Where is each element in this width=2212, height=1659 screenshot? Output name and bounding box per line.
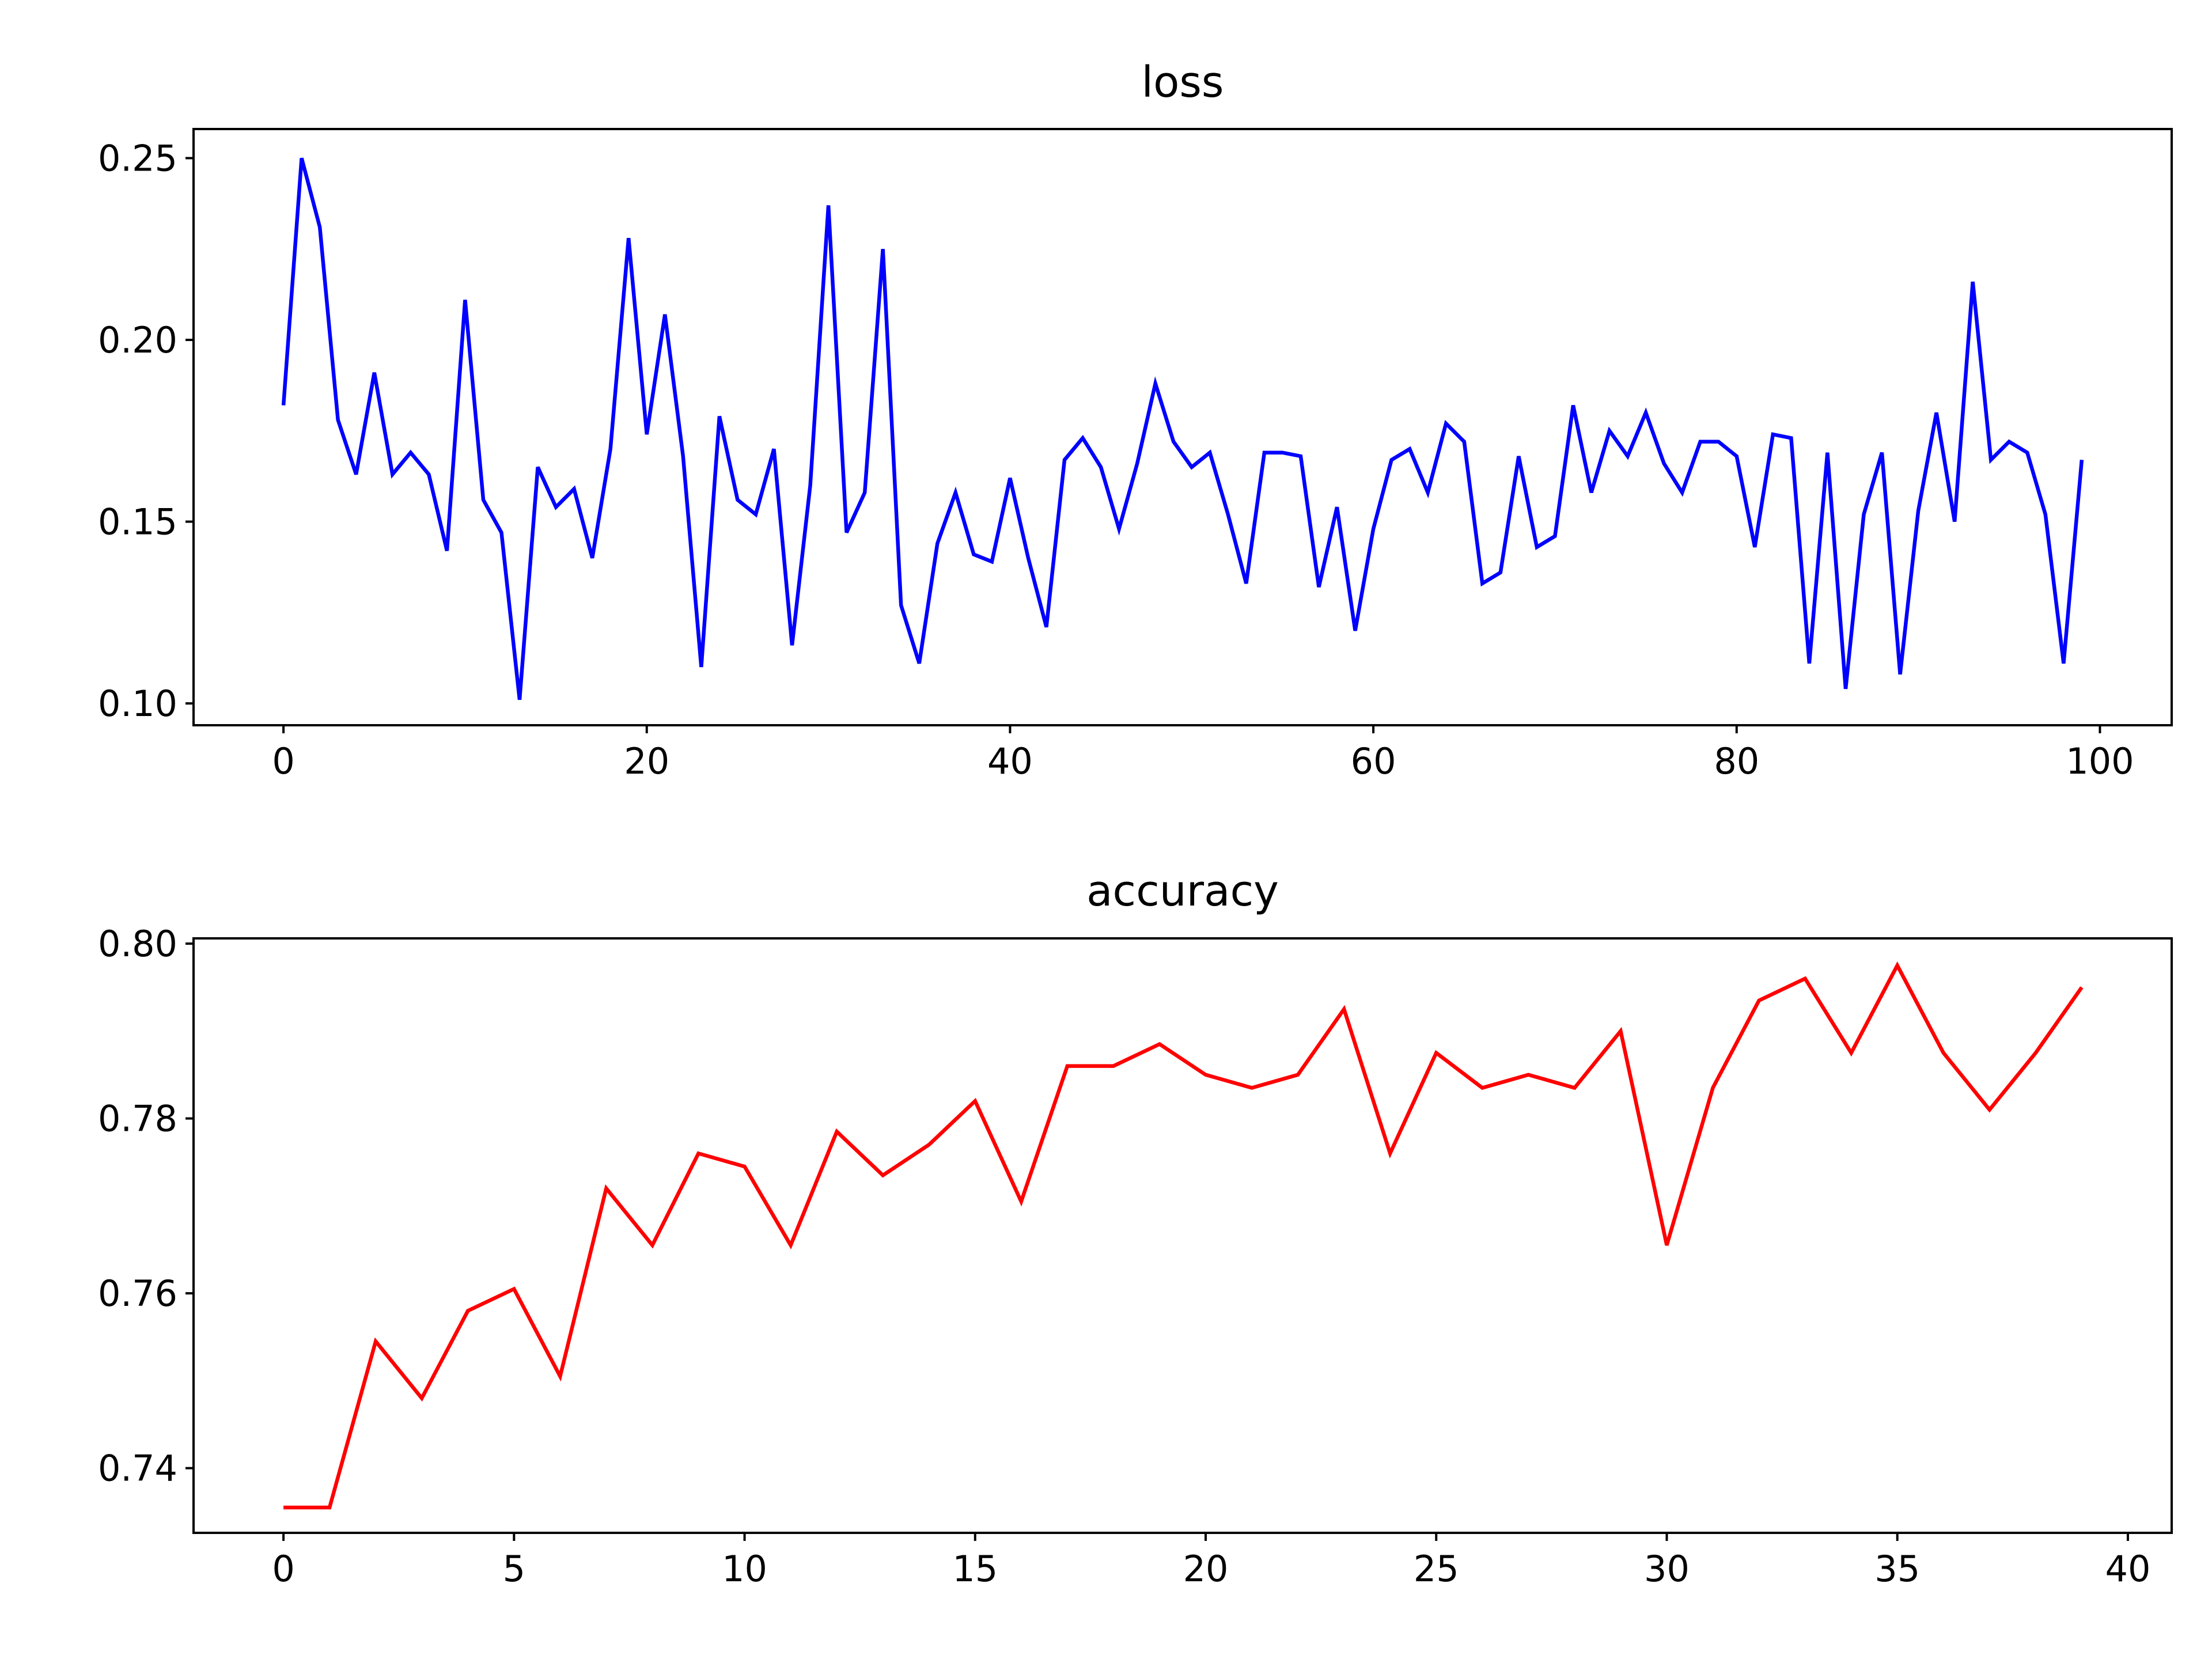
accuracy-x-tick-label: 30 [1644, 1548, 1690, 1590]
accuracy-x-tick-label: 10 [722, 1548, 767, 1590]
accuracy-x-tick-label: 20 [1183, 1548, 1229, 1590]
loss-y-tick-label: 0.20 [98, 319, 177, 361]
accuracy-axes-frame [192, 937, 2173, 1534]
loss-x-tick-label: 20 [624, 740, 669, 782]
accuracy-y-tick-label: 0.78 [98, 1098, 177, 1140]
loss-x-tick-label: 40 [987, 740, 1033, 782]
loss-chart-title: loss [1142, 58, 1224, 107]
accuracy-chart-title: accuracy [1086, 866, 1279, 916]
loss-series-line [281, 157, 2084, 700]
accuracy-x-tick-label: 25 [1414, 1548, 1459, 1590]
loss-x-tick-label: 0 [272, 740, 294, 782]
accuracy-x-tick-label: 0 [272, 1548, 294, 1590]
accuracy-x-tick-label: 40 [2105, 1548, 2151, 1590]
loss-x-tick-label: 100 [2066, 740, 2134, 782]
loss-axes-frame [192, 128, 2173, 726]
loss-x-tick-label: 80 [1714, 740, 1759, 782]
accuracy-series-line [283, 961, 2084, 1510]
accuracy-x-tick-label: 15 [952, 1548, 998, 1590]
loss-x-tick-label: 60 [1351, 740, 1396, 782]
accuracy-y-tick-label: 0.74 [98, 1448, 177, 1490]
loss-chart: loss 0 20 40 60 80 100 0.10 0.15 0.20 0.25 [98, 58, 2173, 782]
accuracy-x-tick-label: 35 [1874, 1548, 1920, 1590]
accuracy-x-tick-label: 5 [503, 1548, 525, 1590]
loss-y-tick-label: 0.10 [98, 683, 177, 725]
accuracy-chart: accuracy 0 5 10 15 20 25 30 35 40 0.74 0.76 0.78 0.8… [98, 866, 2173, 1590]
loss-y-tick-label: 0.15 [98, 501, 177, 543]
loss-y-tick-label: 0.25 [98, 137, 177, 179]
accuracy-y-tick-label: 0.80 [98, 923, 177, 965]
accuracy-y-tick-label: 0.76 [98, 1272, 177, 1315]
